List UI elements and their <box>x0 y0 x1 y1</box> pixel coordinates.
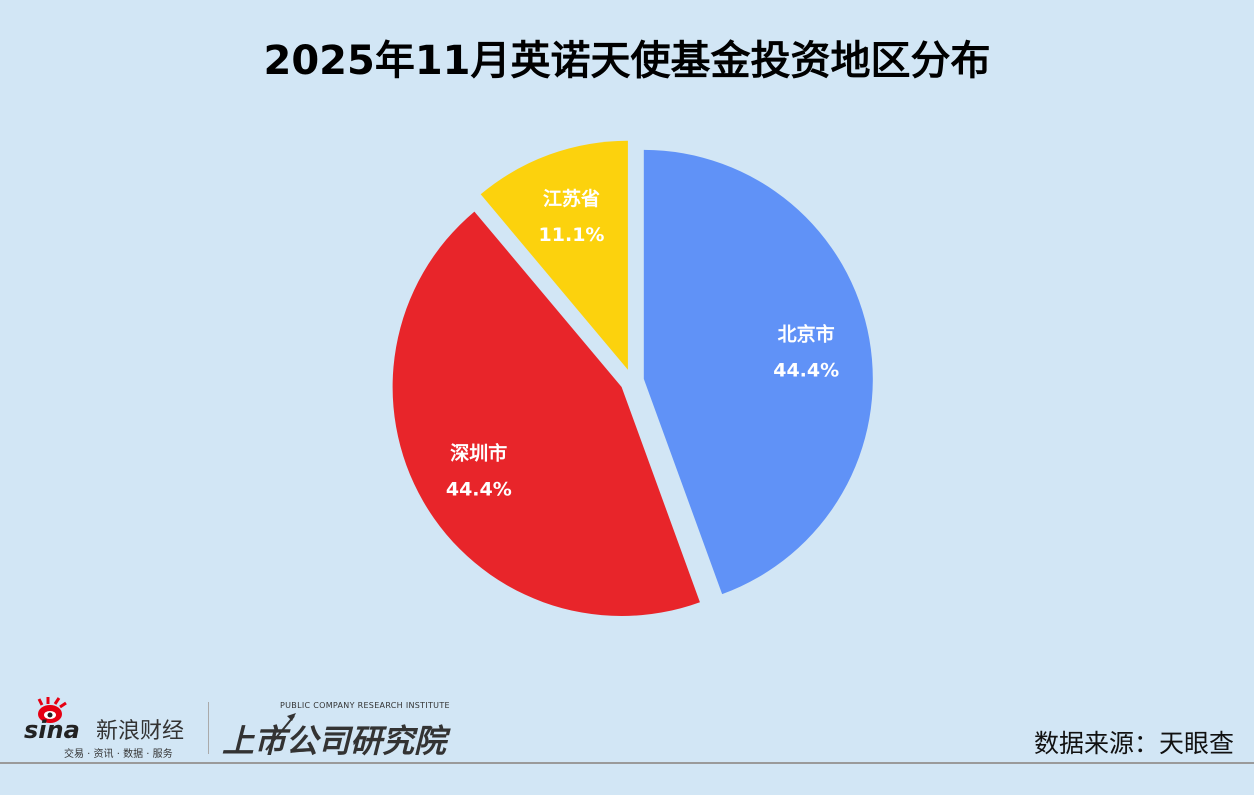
slice-label: 北京市 <box>778 322 835 345</box>
slice-value-label: 11.1% <box>539 224 605 246</box>
sina-word: sina <box>24 716 80 744</box>
slice-label: 深圳市 <box>450 441 507 464</box>
slice-value-label: 44.4% <box>446 478 512 500</box>
pie-chart: 北京市 44.4% 深圳市 44.4% 江苏省 11.1% <box>392 140 873 617</box>
footer-line <box>0 762 1254 764</box>
sina-name: 新浪财经 <box>96 719 184 744</box>
slice-label: 江苏省 <box>543 187 600 210</box>
institute-english: PUBLIC COMPANY RESEARCH INSTITUTE <box>280 701 450 710</box>
pie-slice <box>643 149 873 595</box>
sina-tagline: 交易 · 资讯 · 数据 · 服务 <box>64 747 173 760</box>
data-source: 数据来源：天眼查 <box>1033 729 1234 758</box>
sina-finance-logo: sina 新浪财经 交易 · 资讯 · 数据 · 服务 <box>24 696 204 760</box>
institute-logo: PUBLIC COMPANY RESEARCH INSTITUTE 上市公司研究… <box>222 696 484 760</box>
pie-slice <box>480 140 628 370</box>
chart-title: 2025年11月英诺天使基金投资地区分布 <box>263 38 991 84</box>
pie-slice <box>392 211 700 617</box>
institute-name: 上市公司研究院 <box>222 722 451 760</box>
logo-divider <box>208 702 209 754</box>
slice-value-label: 44.4% <box>773 359 839 381</box>
